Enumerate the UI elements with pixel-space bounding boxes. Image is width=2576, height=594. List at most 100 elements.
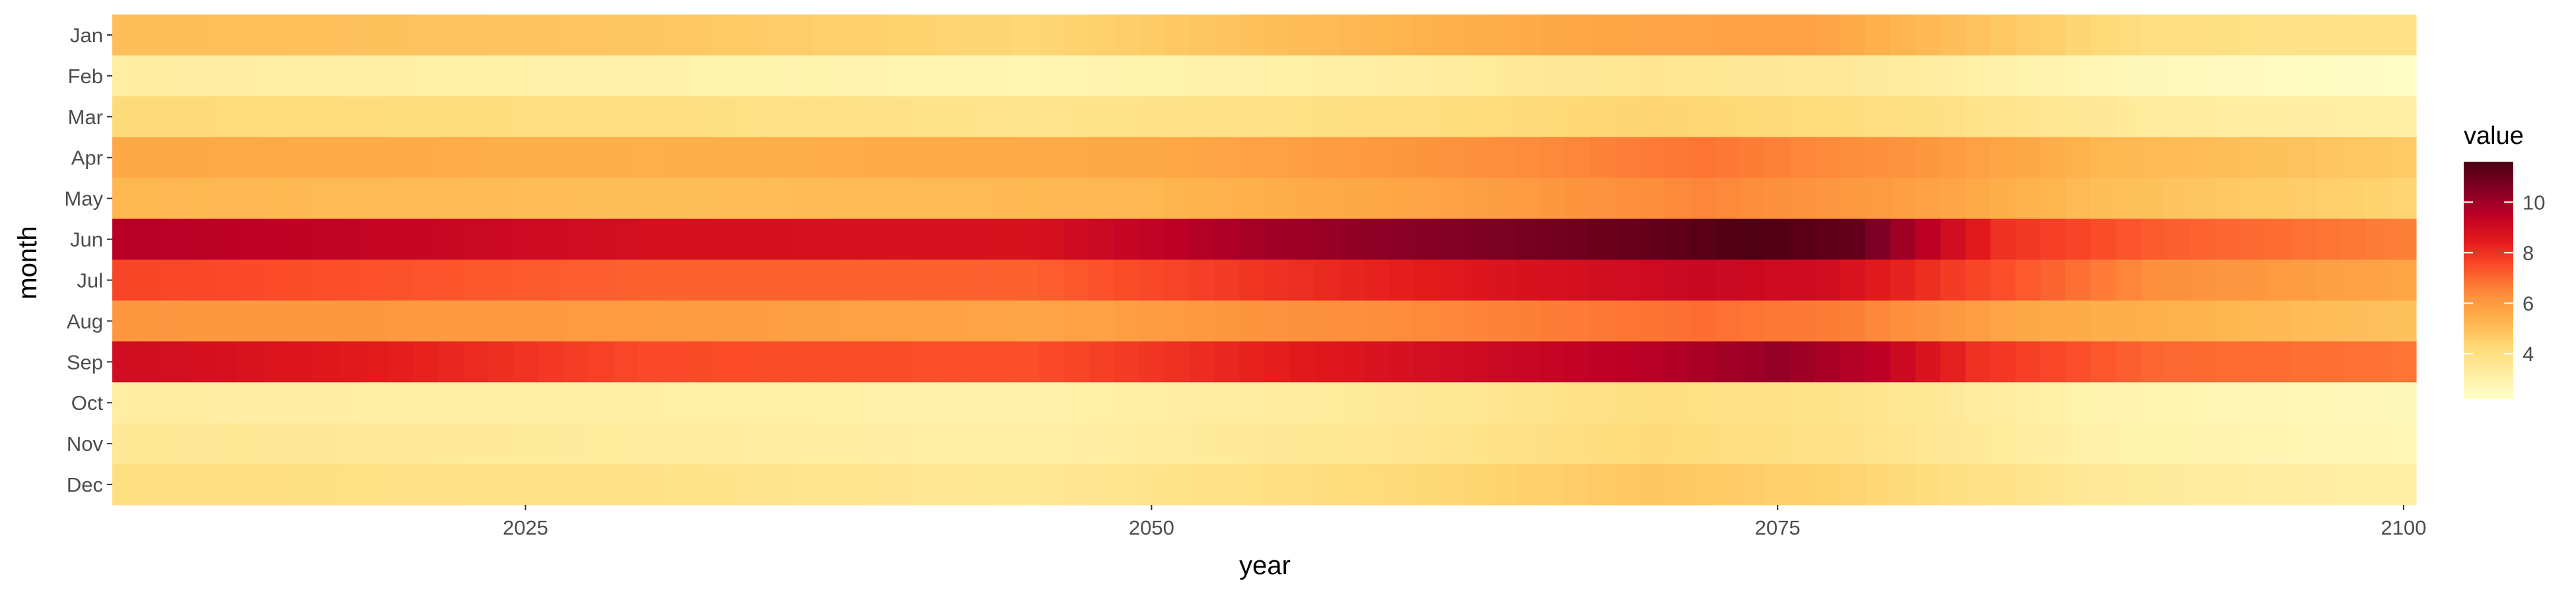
heatmap-cell <box>1139 300 1164 342</box>
heatmap-cell <box>2165 300 2192 342</box>
heatmap-cell <box>563 382 589 424</box>
heatmap-cell <box>1765 300 1791 342</box>
heatmap-cell <box>2366 300 2392 342</box>
heatmap-cell <box>964 464 989 506</box>
heatmap-cell <box>613 464 639 506</box>
heatmap-cell <box>1915 137 1941 179</box>
heatmap-cell <box>1139 382 1164 424</box>
heatmap-cell <box>1540 218 1565 260</box>
heatmap-cell <box>563 341 589 383</box>
heatmap-cell <box>2316 259 2342 301</box>
heatmap-cell <box>1264 300 1290 342</box>
heatmap-cell <box>1464 259 1490 301</box>
heatmap-cell <box>2341 55 2367 97</box>
heatmap-cell <box>1139 55 1164 97</box>
heatmap-cell <box>338 341 363 383</box>
heatmap-cell <box>1790 55 1816 97</box>
heatmap-cell <box>1940 341 1966 383</box>
heatmap-cell <box>312 178 338 220</box>
heatmap-cell <box>1038 382 1065 424</box>
heatmap-cell <box>1164 423 1190 465</box>
heatmap-cell <box>1139 137 1164 179</box>
heatmap-cell <box>638 15 664 56</box>
heatmap-cell <box>763 218 789 260</box>
heatmap-cell <box>1114 423 1140 465</box>
heatmap-cell <box>363 55 388 97</box>
heatmap-cell <box>1289 300 1315 342</box>
heatmap-cell <box>1664 259 1691 301</box>
heatmap-cell <box>363 178 388 220</box>
heatmap-cell <box>2140 382 2166 424</box>
heatmap-cell <box>1164 15 1190 56</box>
heatmap-cell <box>1564 382 1591 424</box>
heatmap-cell <box>1765 218 1791 260</box>
heatmap-cell <box>588 55 614 97</box>
heatmap-cell <box>588 464 614 506</box>
heatmap-cell <box>1940 55 1966 97</box>
heatmap-cell <box>262 137 288 179</box>
heatmap-cell <box>1239 96 1265 138</box>
heatmap-cell <box>1414 137 1440 179</box>
heatmap-cell <box>487 464 514 506</box>
heatmap-cell <box>2215 55 2242 97</box>
heatmap-cell <box>1664 300 1691 342</box>
heatmap-cell <box>638 96 664 138</box>
heatmap-cell <box>2391 341 2417 383</box>
heatmap-cell <box>312 55 338 97</box>
heatmap-cell <box>1439 96 1465 138</box>
x-tick-label: 2075 <box>1755 516 1801 539</box>
heatmap-cell <box>663 178 689 220</box>
heatmap-cell <box>1239 341 1265 383</box>
heatmap-cell <box>2366 96 2392 138</box>
heatmap-cell <box>1364 341 1390 383</box>
heatmap-cell <box>713 341 739 383</box>
heatmap-cell <box>838 218 864 260</box>
heatmap-cell <box>237 341 264 383</box>
heatmap-cell <box>1515 15 1540 56</box>
heatmap-cell <box>262 300 288 342</box>
heatmap-cell <box>538 218 564 260</box>
heatmap-cell <box>2240 423 2267 465</box>
heatmap-cell <box>2341 178 2367 220</box>
heatmap-cell <box>738 464 764 506</box>
heatmap-cell <box>1038 464 1065 506</box>
heatmap-cell <box>1264 382 1290 424</box>
heatmap-cell <box>2240 218 2267 260</box>
heatmap-cell <box>863 137 889 179</box>
heatmap-cell <box>588 15 614 56</box>
heatmap-cell <box>1715 178 1740 220</box>
heatmap-cell <box>1540 178 1565 220</box>
heatmap-cell <box>2165 96 2192 138</box>
heatmap-cell <box>939 382 964 424</box>
heatmap-cell <box>1965 15 1991 56</box>
heatmap-cell <box>663 300 689 342</box>
heatmap-cell <box>262 55 288 97</box>
heatmap-cell <box>388 55 413 97</box>
legend-title: value <box>2464 122 2524 150</box>
heatmap-cell <box>1389 218 1415 260</box>
heatmap-cell <box>2240 341 2267 383</box>
heatmap-cell <box>2116 218 2141 260</box>
heatmap-cell <box>1990 96 2016 138</box>
heatmap-cell <box>1214 382 1240 424</box>
heatmap-cell <box>563 464 589 506</box>
heatmap-cell <box>312 464 338 506</box>
heatmap-cell <box>2215 137 2242 179</box>
heatmap-cell <box>1038 96 1065 138</box>
heatmap-cell <box>738 341 764 383</box>
heatmap-cell <box>112 178 138 220</box>
heatmap-cell <box>788 464 814 506</box>
heatmap-cell <box>2366 137 2392 179</box>
heatmap-cell <box>1589 259 1616 301</box>
heatmap-cell <box>638 55 664 97</box>
heatmap-cell <box>1564 464 1591 506</box>
heatmap-cell <box>1940 218 1966 260</box>
heatmap-cell <box>1915 96 1941 138</box>
heatmap-cell <box>1139 15 1164 56</box>
heatmap-cell <box>2291 382 2316 424</box>
heatmap-cell <box>939 178 964 220</box>
heatmap-cell <box>388 423 413 465</box>
heatmap-cell <box>262 464 288 506</box>
heatmap-cell <box>2165 137 2192 179</box>
heatmap-cell <box>1089 464 1115 506</box>
